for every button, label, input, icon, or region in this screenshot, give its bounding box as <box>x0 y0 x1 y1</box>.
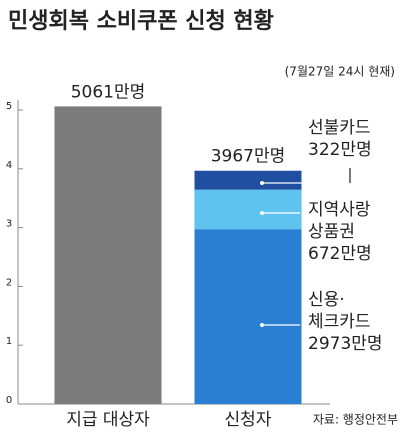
y-tick-label: 3 <box>6 219 12 230</box>
y-tick-label: 5 <box>6 101 12 112</box>
segment-value-label: 672만명 <box>308 244 372 264</box>
bar-segment <box>194 189 302 230</box>
bar-segment <box>54 106 162 404</box>
leader-dot <box>260 181 264 185</box>
total-label: 5061만명 <box>71 82 146 102</box>
bar-segment <box>194 170 302 190</box>
chart-title: 민생회복 소비쿠폰 신청 현황 <box>8 9 274 34</box>
segment-name: 지역사랑 상품권 <box>308 200 371 242</box>
segment-value-label: 2973만명 <box>308 334 383 354</box>
leader-dot <box>260 211 264 215</box>
segment-name: 선불카드 <box>308 118 371 138</box>
x-tick-label: 신청자 <box>225 410 272 430</box>
bar-segment <box>194 229 302 404</box>
y-tick-label: 4 <box>6 160 12 171</box>
y-tick-label: 2 <box>6 277 12 288</box>
segment-name: 신용· 체크카드 <box>308 290 371 332</box>
y-tick-label: 0 <box>6 395 12 406</box>
subtitle: (7월27일 24시 현재) <box>285 65 395 79</box>
x-tick-label: 지급 대상자 <box>66 410 150 430</box>
leader-dot <box>260 323 264 327</box>
y-tick-label: 1 <box>6 336 12 347</box>
segment-value-label: 322만명 <box>308 140 372 160</box>
source: 자료: 행정안전부 <box>313 412 398 427</box>
total-label: 3967만명 <box>211 147 286 167</box>
